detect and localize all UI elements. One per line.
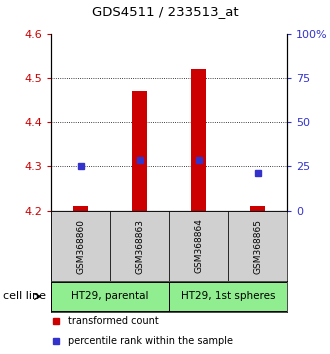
- Text: GSM368860: GSM368860: [76, 218, 85, 274]
- Bar: [191, 69, 206, 211]
- Text: transformed count: transformed count: [68, 316, 158, 326]
- Bar: [228, 211, 287, 281]
- Text: GDS4511 / 233513_at: GDS4511 / 233513_at: [92, 5, 238, 18]
- Bar: [132, 91, 147, 211]
- Bar: [51, 282, 169, 311]
- Bar: [73, 206, 88, 211]
- Bar: [110, 211, 169, 281]
- Bar: [169, 211, 228, 281]
- Text: HT29, 1st spheres: HT29, 1st spheres: [181, 291, 275, 302]
- Text: GSM368864: GSM368864: [194, 218, 203, 274]
- Bar: [169, 282, 287, 311]
- Text: GSM368865: GSM368865: [253, 218, 262, 274]
- Text: GSM368863: GSM368863: [135, 218, 144, 274]
- Bar: [51, 211, 110, 281]
- Text: percentile rank within the sample: percentile rank within the sample: [68, 336, 233, 346]
- Bar: [250, 206, 265, 211]
- Text: cell line: cell line: [3, 291, 46, 302]
- Text: HT29, parental: HT29, parental: [71, 291, 149, 302]
